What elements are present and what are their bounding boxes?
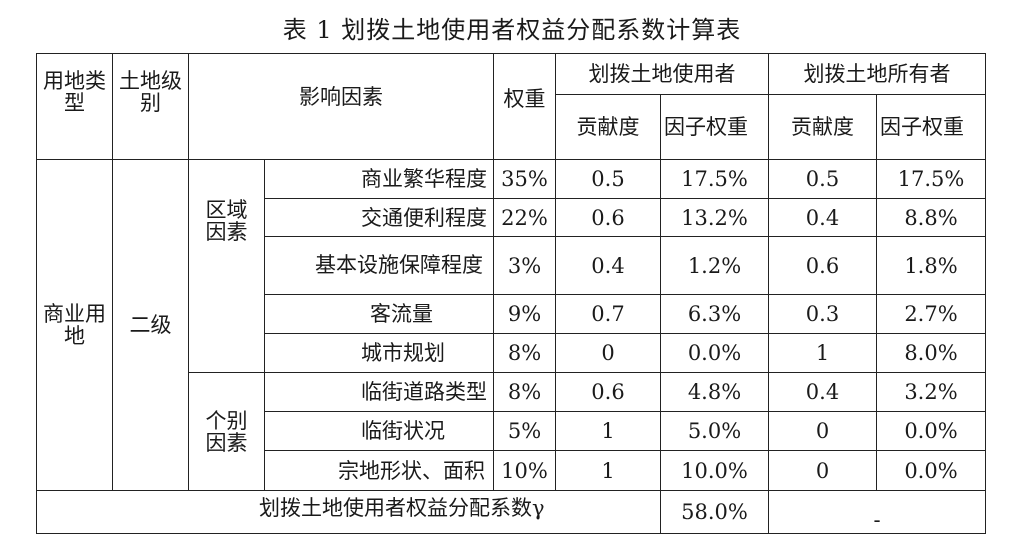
user-contribution-cell: 0.7 <box>555 294 661 334</box>
owner-factor-weight-cell: 0.0% <box>876 450 986 491</box>
user-contribution-cell: 0.5 <box>555 159 661 199</box>
weight-cell: 5% <box>493 411 556 451</box>
user-factor-weight-cell: 1.2% <box>660 236 769 295</box>
header-land-grade: 土地级别 <box>112 53 189 160</box>
user-factor-weight-cell: 4.8% <box>660 372 769 412</box>
owner-contribution-cell: 1 <box>768 333 877 373</box>
factor-name: 临街道路类型 <box>264 372 494 412</box>
owner-contribution-cell: 0.4 <box>768 198 877 237</box>
table-row: 商业用地 二级 商业繁华程度 35% 0.5 17.5% 0.5 17.5% <box>36 159 986 491</box>
user-contribution-cell: 1 <box>555 411 661 451</box>
user-contribution-cell: 1 <box>555 450 661 491</box>
header-owner-contribution: 贡献度 <box>768 94 877 160</box>
owner-factor-weight-cell: 8.8% <box>876 198 986 237</box>
owner-factor-weight-cell: 1.8% <box>876 236 986 295</box>
table-row: 个别因素 临街道路类型 8% 0.6 4.8% 0.4 3.2% <box>37 372 986 491</box>
land-grade-cell: 二级 <box>112 159 189 491</box>
table-row: 基本设施保障程度 3% 0.4 1.2% 0.6 1.8% <box>37 236 986 295</box>
owner-factor-weight-cell: 17.5% <box>876 159 986 199</box>
total-row: 划拨土地使用者权益分配系数γ 58.0% - <box>36 490 986 534</box>
factor-name: 客流量 <box>264 294 494 334</box>
owner-contribution-cell: 0.6 <box>768 236 877 295</box>
group-regional: 区域因素 <box>188 198 265 334</box>
user-factor-weight-cell: 10.0% <box>660 450 769 491</box>
user-factor-weight-cell: 13.2% <box>660 198 769 237</box>
owner-factor-weight-cell: 8.0% <box>876 333 986 373</box>
owner-contribution-cell: 0 <box>768 450 877 491</box>
weight-cell: 3% <box>493 236 556 295</box>
weight-cell: 10% <box>493 450 556 491</box>
table-row: 临街状况 5% 1 5.0% 0 0.0% <box>37 411 986 451</box>
factor-name: 城市规划 <box>264 333 494 373</box>
total-label: 划拨土地使用者权益分配系数γ <box>36 490 661 534</box>
owner-contribution-cell: 0.5 <box>768 159 877 199</box>
owner-factor-weight-cell: 3.2% <box>876 372 986 412</box>
factor-name: 交通便利程度 <box>264 198 494 237</box>
user-contribution-cell: 0.6 <box>555 198 661 237</box>
weight-cell: 22% <box>493 198 556 237</box>
weight-cell: 8% <box>493 372 556 412</box>
header-user-contribution: 贡献度 <box>555 94 661 160</box>
user-factor-weight-cell: 6.3% <box>660 294 769 334</box>
weight-cell: 8% <box>493 333 556 373</box>
table-row: 客流量 9% 0.7 6.3% 0.3 2.7% <box>37 294 986 334</box>
land-type-cell: 商业用地 <box>36 159 113 491</box>
user-factor-weight-cell: 0.0% <box>660 333 769 373</box>
table-title: 表 1 划拨土地使用者权益分配系数计算表 <box>282 16 742 44</box>
factor-name: 临街状况 <box>264 411 494 451</box>
table-row: 宗地形状、面积 10% 1 10.0% 0 0.0% <box>37 450 986 491</box>
header-user-group: 划拨土地使用者 <box>555 53 769 95</box>
header-owner-factor-weight: 因子权重 <box>876 94 986 160</box>
header-factors: 影响因素 <box>188 53 494 160</box>
distribution-coefficient-table: 用地类型 土地级别 影响因素 权重 划拨土地使用者 划拨土地所有者 贡献度 因子… <box>36 53 986 534</box>
user-contribution-cell: 0 <box>555 333 661 373</box>
total-value: 58.0% <box>660 490 769 534</box>
header-land-type: 用地类型 <box>36 53 113 160</box>
user-contribution-cell: 0.4 <box>555 236 661 295</box>
header-weight: 权重 <box>493 53 556 160</box>
owner-factor-weight-cell: 0.0% <box>876 411 986 451</box>
owner-contribution-cell: 0.4 <box>768 372 877 412</box>
table-row: 区域因素 交通便利程度 22% 0.6 13.2% 0.4 8.8% <box>37 198 986 334</box>
user-factor-weight-cell: 17.5% <box>660 159 769 199</box>
header-user-factor-weight: 因子权重 <box>660 94 769 160</box>
owner-contribution-cell: 0 <box>768 411 877 451</box>
group-individual: 个别因素 <box>188 372 265 491</box>
total-owner: - <box>768 490 986 534</box>
cut-off-next-line <box>0 538 1024 548</box>
owner-contribution-cell: 0.3 <box>768 294 877 334</box>
weight-cell: 9% <box>493 294 556 334</box>
factor-name: 商业繁华程度 <box>264 159 494 199</box>
owner-factor-weight-cell: 2.7% <box>876 294 986 334</box>
table-row: 城市规划 8% 0 0.0% 1 8.0% <box>37 333 986 373</box>
factor-name: 基本设施保障程度 <box>264 236 494 295</box>
weight-cell: 35% <box>493 159 556 199</box>
user-contribution-cell: 0.6 <box>555 372 661 412</box>
user-factor-weight-cell: 5.0% <box>660 411 769 451</box>
header-owner-group: 划拨土地所有者 <box>768 53 986 95</box>
factor-name: 宗地形状、面积 <box>264 450 494 491</box>
